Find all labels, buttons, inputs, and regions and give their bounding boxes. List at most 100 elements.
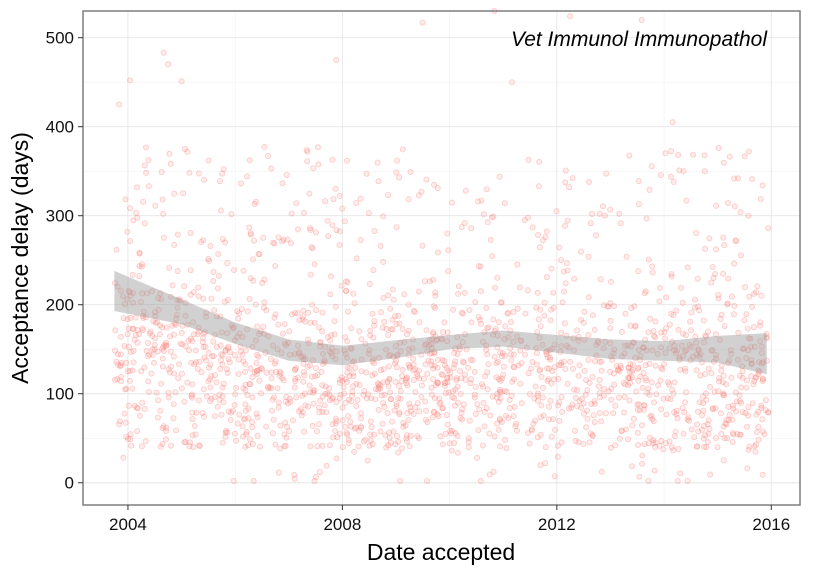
- data-point: [127, 436, 134, 443]
- plot-panel: [83, 11, 800, 505]
- data-point: [432, 289, 439, 296]
- data-point: [518, 400, 525, 407]
- data-point: [625, 364, 632, 371]
- data-point: [397, 395, 404, 402]
- data-point: [118, 359, 125, 366]
- data-point: [554, 442, 561, 449]
- data-point: [489, 393, 496, 400]
- data-point: [529, 358, 536, 365]
- data-point: [607, 340, 614, 347]
- data-point: [268, 375, 275, 382]
- data-point: [206, 257, 213, 264]
- data-point: [426, 350, 433, 357]
- data-point: [496, 415, 503, 422]
- data-point: [642, 375, 649, 382]
- data-point: [541, 312, 548, 319]
- data-point: [720, 423, 727, 430]
- data-point: [213, 343, 220, 350]
- data-point: [719, 379, 726, 386]
- data-point: [624, 342, 631, 349]
- data-point: [402, 422, 409, 429]
- data-point: [533, 361, 540, 368]
- data-point: [641, 402, 648, 409]
- data-point: [713, 434, 720, 441]
- data-point: [548, 380, 555, 387]
- data-point: [243, 428, 250, 435]
- data-point: [714, 444, 721, 451]
- data-point: [431, 181, 438, 188]
- data-point: [240, 385, 247, 392]
- data-point: [726, 357, 733, 364]
- data-point: [745, 347, 752, 354]
- data-point: [166, 369, 173, 376]
- data-point: [309, 357, 316, 364]
- data-point: [661, 361, 668, 368]
- data-point: [678, 284, 685, 291]
- data-point: [141, 364, 148, 371]
- data-point: [517, 337, 524, 344]
- data-point: [542, 460, 549, 467]
- data-point: [395, 382, 402, 389]
- data-point: [333, 227, 340, 234]
- data-point: [468, 319, 475, 326]
- data-point: [217, 357, 224, 364]
- data-point: [434, 249, 441, 256]
- data-point: [605, 388, 612, 395]
- data-point: [598, 418, 605, 425]
- data-point: [481, 329, 488, 336]
- data-point: [511, 403, 518, 410]
- data-point: [576, 397, 583, 404]
- data-point: [381, 318, 388, 325]
- data-point: [607, 299, 614, 306]
- data-point: [662, 335, 669, 342]
- data-point: [388, 418, 395, 425]
- data-point: [339, 417, 346, 424]
- data-point: [620, 379, 627, 386]
- data-point: [556, 244, 563, 251]
- data-point: [387, 439, 394, 446]
- data-point: [191, 361, 198, 368]
- data-point: [186, 169, 193, 176]
- data-point: [471, 368, 478, 375]
- data-point: [328, 332, 335, 339]
- data-point: [236, 330, 243, 337]
- data-point: [310, 400, 317, 407]
- data-point: [396, 411, 403, 418]
- data-point: [405, 327, 412, 334]
- data-point: [540, 384, 547, 391]
- data-point: [439, 441, 446, 448]
- data-point: [416, 375, 423, 382]
- data-point: [189, 409, 196, 416]
- data-point: [764, 335, 771, 342]
- data-point: [441, 380, 448, 387]
- data-point: [494, 344, 501, 351]
- data-point: [570, 347, 577, 354]
- data-point: [632, 323, 639, 330]
- data-point: [395, 312, 402, 319]
- data-point: [416, 408, 423, 415]
- data-point: [279, 180, 286, 187]
- data-point: [459, 339, 466, 346]
- data-point: [702, 245, 709, 252]
- data-point: [699, 426, 706, 433]
- data-point: [444, 421, 451, 428]
- data-point: [195, 397, 202, 404]
- data-point: [272, 262, 279, 269]
- data-point: [587, 220, 594, 227]
- data-point: [530, 420, 537, 427]
- data-point: [461, 289, 468, 296]
- data-point: [431, 408, 438, 415]
- data-point: [188, 392, 195, 399]
- data-point: [221, 298, 228, 305]
- data-point: [157, 296, 164, 303]
- data-point: [759, 182, 766, 189]
- data-point: [242, 361, 249, 368]
- data-point: [500, 363, 507, 370]
- data-point: [696, 399, 703, 406]
- data-point: [169, 322, 176, 329]
- data-point: [178, 385, 185, 392]
- data-point: [716, 375, 723, 382]
- data-point: [728, 350, 735, 357]
- data-point: [379, 420, 386, 427]
